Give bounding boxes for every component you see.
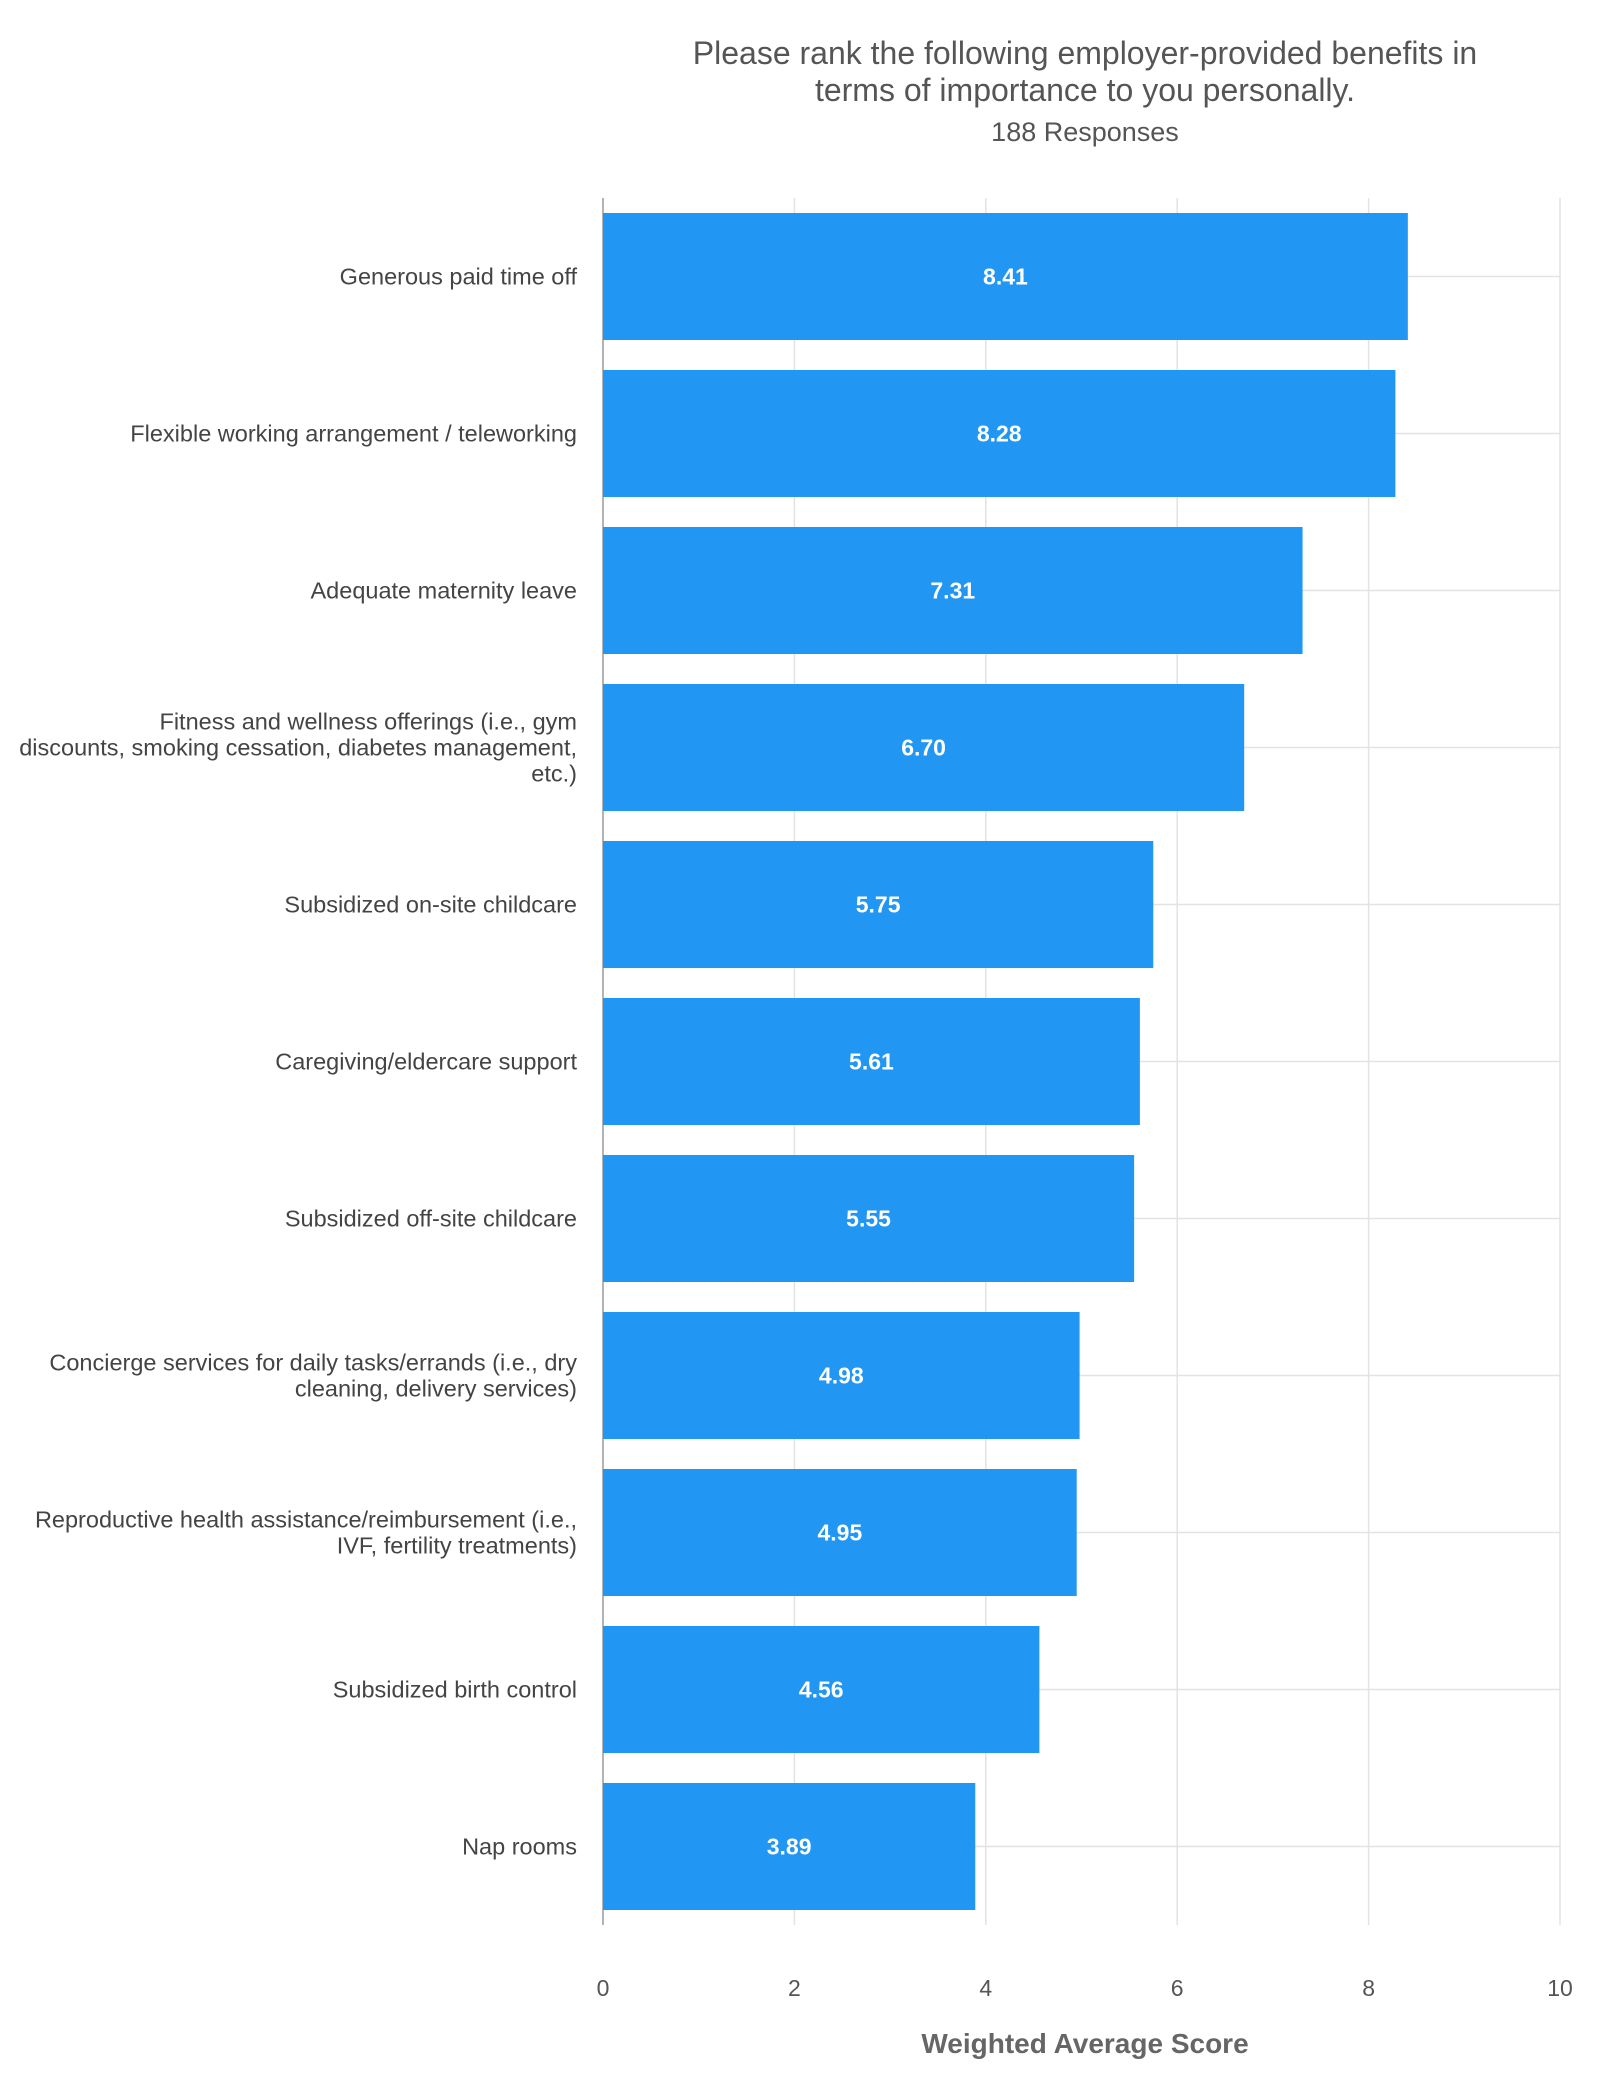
category-label: discounts, smoking cessation, diabetes m…: [19, 735, 577, 761]
category-label: Reproductive health assistance/reimburse…: [35, 1507, 577, 1533]
category-label: etc.): [531, 761, 577, 787]
x-tick-label: 2: [788, 1975, 801, 2001]
bar: [603, 1155, 1135, 1282]
x-axis-ticks: 0 2 4 6 8 10: [597, 1975, 1573, 2001]
bar: [603, 684, 1245, 811]
category-label: Nap rooms: [462, 1834, 577, 1860]
bar-value-label: 4.98: [819, 1363, 864, 1389]
bar-value-label: 5.61: [849, 1049, 894, 1075]
category-label: IVF, fertility treatments): [337, 1533, 577, 1559]
bar: [603, 370, 1396, 497]
category-label: Fitness and wellness offerings (i.e., gy…: [159, 709, 577, 735]
bar-value-label: 4.56: [799, 1677, 844, 1703]
x-tick-label: 4: [979, 1975, 992, 2001]
chart-title: Please rank the following employer-provi…: [693, 35, 1477, 108]
bar: [603, 1312, 1080, 1439]
chart-title-line: Please rank the following employer-provi…: [693, 35, 1477, 71]
bar-value-label: 4.95: [817, 1520, 862, 1546]
category-label: cleaning, delivery services): [295, 1376, 577, 1402]
category-label: Adequate maternity leave: [311, 578, 578, 604]
bar-value-label: 3.89: [767, 1834, 812, 1860]
chart-subtitle: 188 Responses: [991, 117, 1179, 147]
bar: [603, 1469, 1077, 1596]
bar-value-label: 5.75: [856, 892, 901, 918]
bar: [603, 1783, 976, 1910]
category-label: Caregiving/eldercare support: [275, 1049, 577, 1075]
x-tick-label: 0: [597, 1975, 610, 2001]
bar-value-label: 6.70: [901, 735, 946, 761]
bar: [603, 1626, 1040, 1753]
bars: 8.41 8.28 7.31 6.70 5.75 5.61 5.55 4.98 4.95 4.56…: [603, 213, 1408, 1910]
category-label: Flexible working arrangement / teleworki…: [130, 421, 577, 447]
bar: [603, 213, 1408, 340]
bar: [603, 527, 1303, 654]
category-label: Subsidized off-site childcare: [285, 1206, 577, 1232]
bar-value-label: 8.28: [977, 421, 1022, 447]
bar-value-label: 5.55: [846, 1206, 891, 1232]
chart-title-line: terms of importance to you personally.: [815, 72, 1355, 108]
x-tick-label: 6: [1171, 1975, 1184, 2001]
x-axis-label: Weighted Average Score: [921, 2028, 1248, 2059]
bar: [603, 841, 1154, 968]
category-label: Subsidized birth control: [333, 1677, 577, 1703]
bar: [603, 998, 1140, 1125]
bar-value-label: 7.31: [930, 578, 975, 604]
category-label: Subsidized on-site childcare: [284, 892, 577, 918]
x-tick-label: 10: [1547, 1975, 1573, 2001]
category-label: Concierge services for daily tasks/erran…: [49, 1350, 577, 1376]
bar-value-label: 8.41: [983, 264, 1028, 290]
category-labels: Generous paid time off Flexible working a…: [19, 264, 577, 1860]
x-tick-label: 8: [1362, 1975, 1375, 2001]
category-label: Generous paid time off: [340, 264, 578, 290]
